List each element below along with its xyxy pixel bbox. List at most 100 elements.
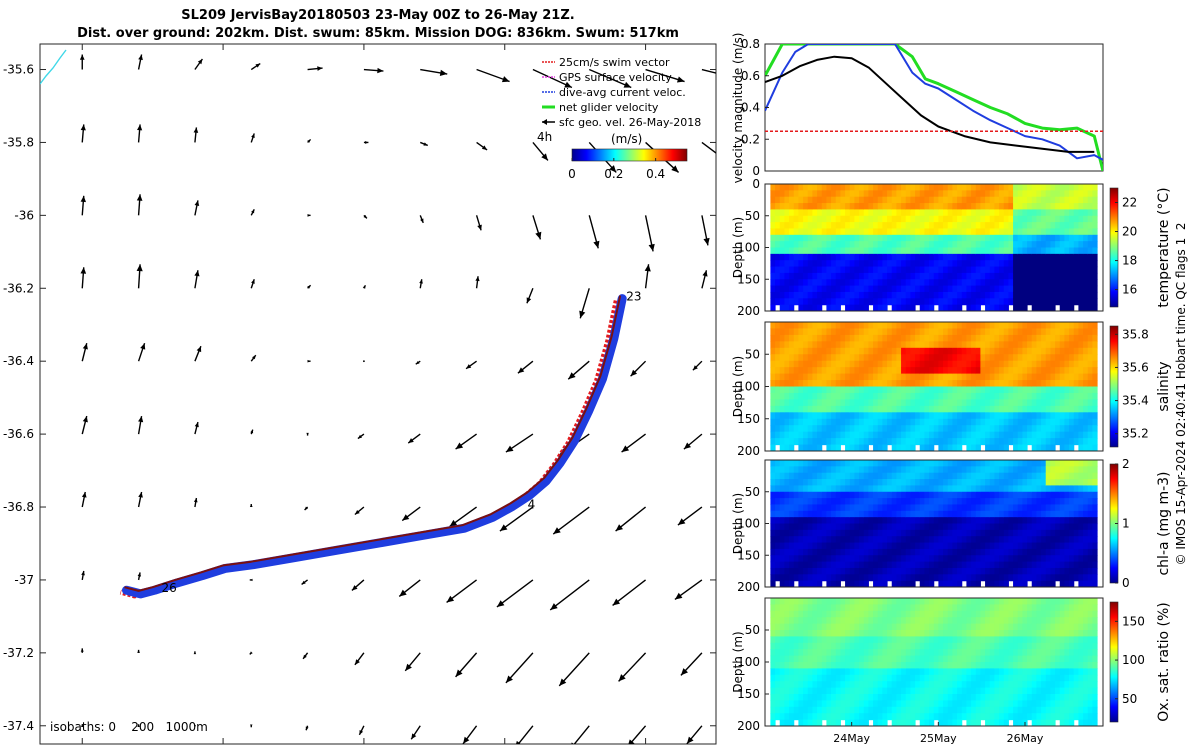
section-profile-cell — [943, 542, 949, 550]
section-profile-cell — [943, 279, 949, 287]
section-profile-cell — [901, 304, 907, 311]
section-profile-cell — [905, 523, 911, 531]
section-profile-cell — [933, 322, 939, 330]
section-profile-cell — [924, 460, 930, 467]
legend-swatch-geo-head — [542, 119, 547, 125]
section-profile-cell — [793, 260, 799, 268]
section-profile-cell — [938, 234, 944, 242]
section-profile-cell — [929, 334, 935, 342]
section-profile-cell — [915, 272, 921, 280]
section-profile-cell — [835, 510, 841, 518]
section-profile-cell — [915, 536, 921, 544]
section-profile-cell — [1027, 347, 1033, 355]
section-profile-cell — [1059, 542, 1065, 550]
section-profile-cell — [943, 491, 949, 499]
section-profile-cell — [887, 298, 893, 306]
section-profile-cell — [905, 412, 911, 420]
section-profile-cell — [807, 196, 813, 204]
section-profile-cell — [994, 196, 1000, 204]
section-profile-cell — [1073, 260, 1079, 268]
section-profile-cell — [854, 687, 860, 695]
section-profile-cell — [859, 687, 865, 695]
section-profile-cell — [803, 529, 809, 537]
section-profile-cell — [919, 425, 925, 433]
section-profile-cell — [1064, 523, 1070, 531]
section-profile-cell — [929, 190, 935, 198]
section-profile-cell — [826, 386, 832, 394]
section-profile-cell — [877, 215, 883, 223]
section-profile-cell — [826, 341, 832, 349]
section-profile-cell — [863, 668, 869, 676]
section-profile-cell — [971, 253, 977, 261]
section-profile-cell — [887, 517, 893, 525]
section-profile-cell — [854, 228, 860, 236]
section-profile-cell — [775, 328, 781, 336]
section-profile-cell — [1055, 247, 1061, 255]
section-profile-cell — [770, 485, 776, 493]
section-profile-cell — [887, 438, 893, 446]
section-profile-cell — [854, 431, 860, 439]
section-profile-cell — [1041, 272, 1047, 280]
section-profile-cell — [803, 253, 809, 261]
section-profile-cell — [905, 253, 911, 261]
section-profile-cell — [1027, 285, 1033, 293]
section-profile-cell — [957, 279, 963, 287]
section-profile-cell — [933, 209, 939, 217]
section-profile-cell — [938, 392, 944, 400]
section-profile-cell — [919, 253, 925, 261]
section-profile-cell — [999, 555, 1005, 563]
section-profile-cell — [840, 253, 846, 261]
section-profile-cell — [952, 510, 958, 518]
section-profile-cell — [947, 425, 953, 433]
section-profile-cell — [1013, 203, 1019, 210]
section-profile-cell — [1083, 285, 1089, 293]
section-profile-cell — [966, 215, 972, 223]
section-profile-cell — [938, 291, 944, 299]
section-profile-cell — [775, 341, 781, 349]
section-profile-cell — [1073, 279, 1079, 287]
section-profile-cell — [957, 304, 963, 311]
section-profile-cell — [835, 460, 841, 467]
section-profile-cell — [826, 412, 832, 420]
section-profile-cell — [957, 354, 963, 362]
section-profile-cell — [971, 504, 977, 512]
section-profile-cell — [817, 681, 823, 689]
section-profile-cell — [789, 438, 795, 446]
section-profile-cell — [798, 466, 804, 474]
section-profile-cell — [817, 334, 823, 342]
section-profile-cell — [1078, 412, 1084, 420]
geo-velocity-arrowhead — [136, 264, 143, 272]
section-profile-cell — [863, 367, 869, 375]
section-profile-cell — [924, 322, 930, 330]
section-profile-cell — [1013, 498, 1019, 506]
section-colorbar-tick-label: 2 — [1122, 457, 1130, 471]
section-profile-cell — [1008, 328, 1014, 336]
section-profile-cell — [803, 604, 809, 612]
section-profile-cell — [901, 555, 907, 563]
section-profile-cell — [915, 392, 921, 400]
section-profile-cell — [831, 373, 837, 381]
section-profile-cell — [901, 260, 907, 268]
section-profile-cell — [1022, 479, 1028, 486]
section-profile-cell — [1087, 215, 1093, 223]
section-profile-cell — [1092, 548, 1098, 556]
section-profile-cell — [910, 209, 916, 217]
geo-velocity-arrowhead — [194, 200, 200, 206]
section-profile-cell — [821, 510, 827, 518]
section-profile-cell — [798, 241, 804, 249]
section-profile-cell — [943, 399, 949, 407]
section-profile-cell — [775, 298, 781, 306]
section-profile-cell — [873, 412, 879, 420]
section-profile-cell — [1059, 438, 1065, 446]
section-profile-cell — [947, 209, 953, 217]
section-profile-cell — [1013, 574, 1019, 582]
section-profile-cell — [971, 555, 977, 563]
section-profile-cell — [971, 322, 977, 330]
section-profile-cell — [854, 334, 860, 342]
section-profile-cell — [915, 367, 921, 375]
section-profile-cell — [807, 713, 813, 721]
section-profile-cell — [1055, 460, 1061, 467]
section-profile-cell — [845, 203, 851, 210]
section-profile-cell — [835, 623, 841, 631]
geo-velocity-arrowhead — [702, 270, 708, 277]
